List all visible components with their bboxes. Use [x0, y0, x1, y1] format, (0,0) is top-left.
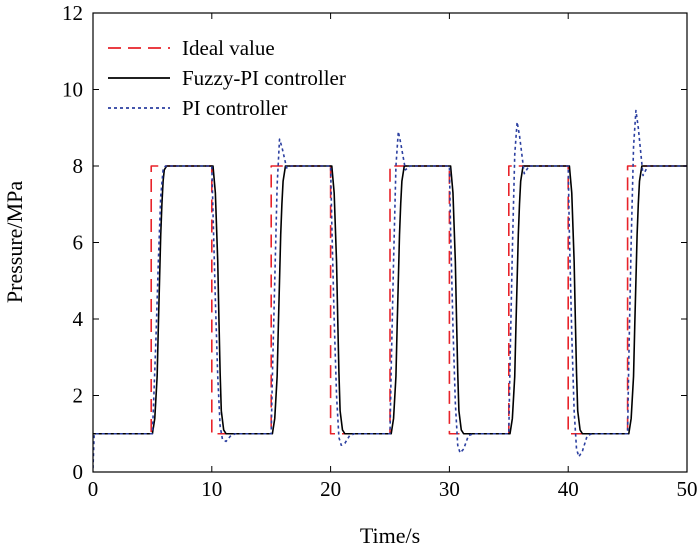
series-line-2 [93, 109, 687, 469]
x-axis-label: Time/s [360, 523, 420, 548]
legend: Ideal value Fuzzy-PI controller PI control… [108, 36, 346, 120]
y-tick-label: 12 [62, 1, 83, 25]
y-tick-label: 10 [62, 78, 83, 102]
series-line-0 [93, 165, 687, 435]
y-tick-label: 4 [73, 307, 84, 331]
legend-label-0: Ideal value [182, 36, 275, 60]
x-tick-label: 20 [320, 477, 341, 501]
y-axis-label: Pressure/MPa [2, 181, 27, 303]
x-tick-label: 40 [558, 477, 579, 501]
x-tick-label: 50 [677, 477, 698, 501]
series-layer [93, 109, 687, 469]
series-line-1 [93, 165, 687, 435]
ticks-layer: 0 10 20 30 40 50 0 2 4 6 8 10 12 [62, 1, 698, 501]
y-tick-label: 0 [73, 460, 84, 484]
y-tick-label: 2 [73, 384, 84, 408]
legend-label-1: Fuzzy-PI controller [182, 66, 346, 90]
x-tick-label: 30 [439, 477, 460, 501]
y-tick-label: 6 [73, 231, 84, 255]
y-tick-label: 8 [73, 154, 84, 178]
x-tick-label: 0 [88, 477, 99, 501]
legend-label-2: PI controller [182, 96, 288, 120]
x-tick-label: 10 [201, 477, 222, 501]
